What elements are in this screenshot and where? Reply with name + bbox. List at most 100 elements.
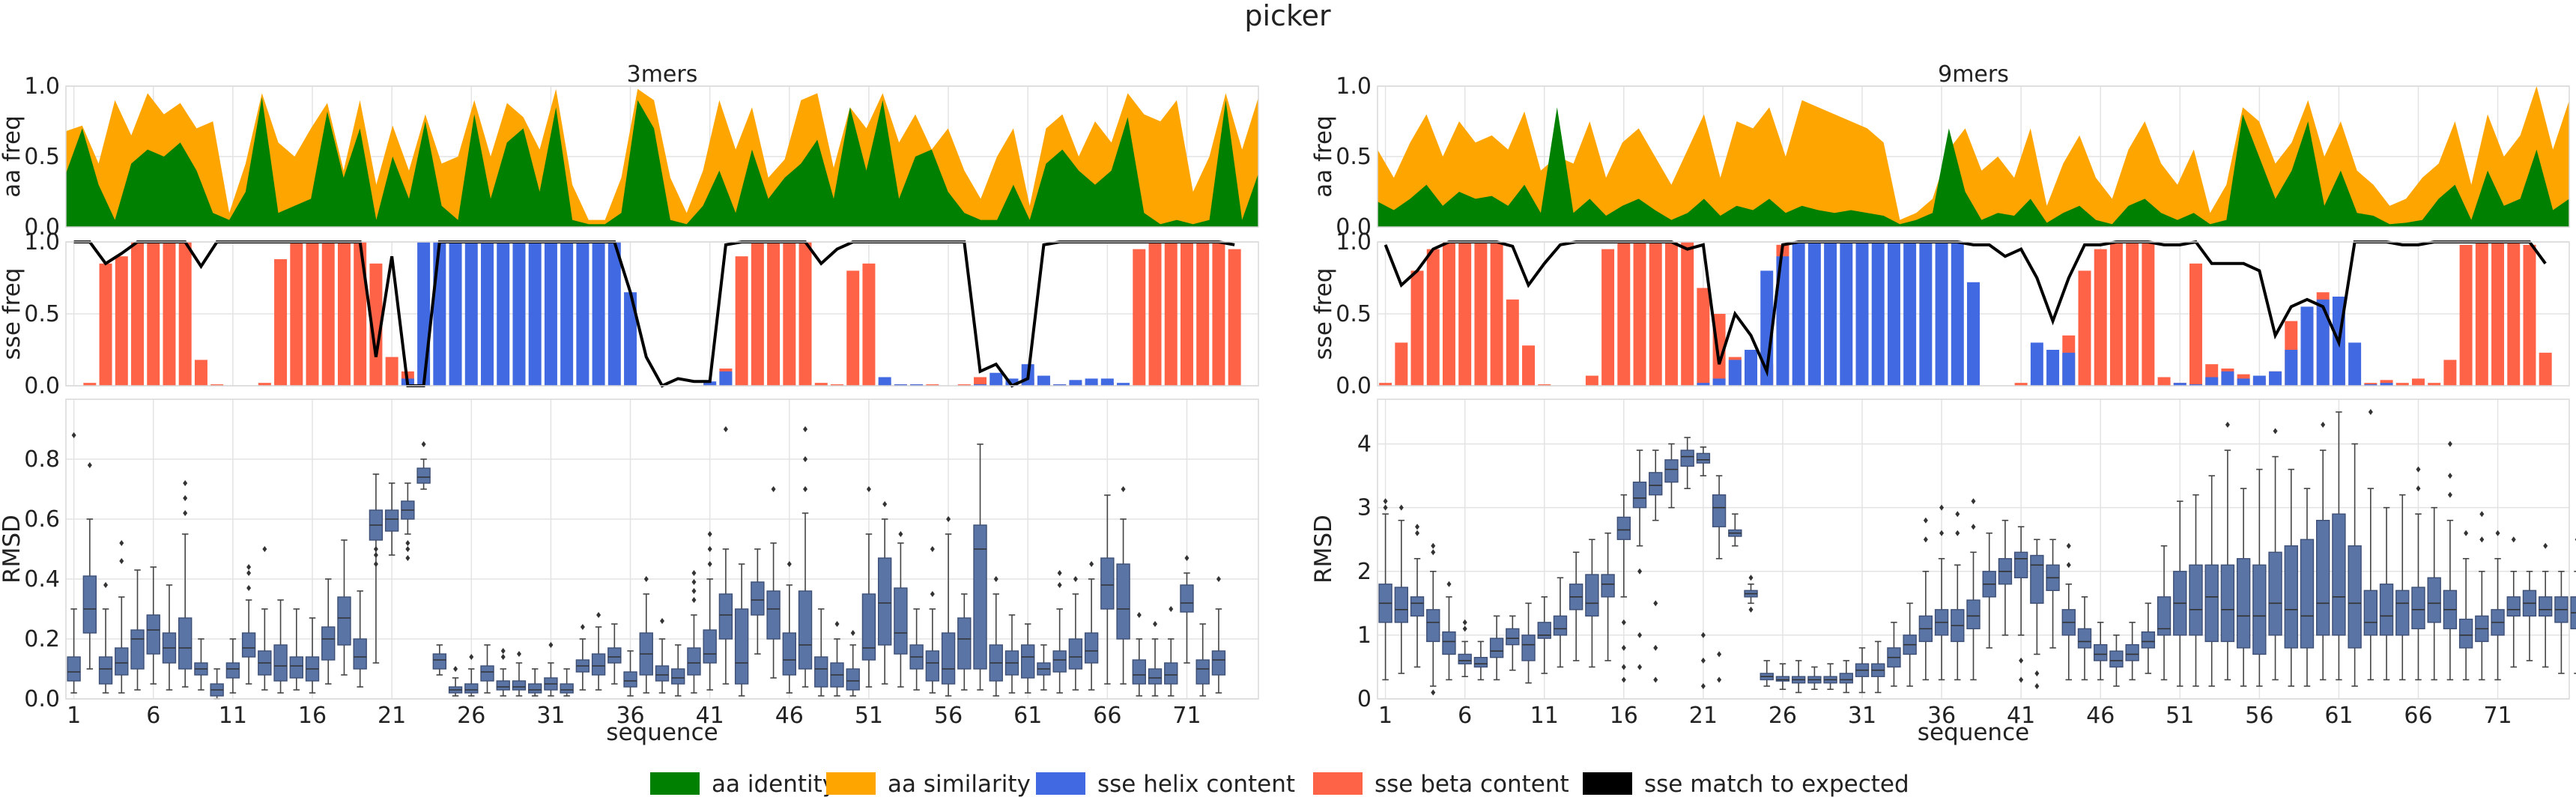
- sse-bar: [894, 384, 907, 386]
- sse-bar: [99, 263, 112, 386]
- sse-bar: [1053, 384, 1067, 386]
- box: [384, 509, 399, 532]
- box: [2094, 643, 2108, 661]
- sse-bar: [178, 242, 192, 386]
- box: [2427, 577, 2441, 623]
- flier: [87, 462, 92, 468]
- panel-frame: [65, 85, 1259, 228]
- box: [2157, 596, 2172, 636]
- flier: [2464, 530, 2469, 536]
- sse-bar: [2189, 384, 2202, 386]
- sse-bar: [115, 256, 128, 386]
- sse-bar: [83, 383, 97, 386]
- box: [2220, 564, 2235, 643]
- box: [1132, 659, 1146, 685]
- y-tick-label: 0.4: [24, 566, 60, 593]
- y-tick-label: 3: [1357, 495, 1372, 521]
- x-tick-label: 46: [775, 703, 804, 729]
- legend-label: aa similarity: [888, 771, 1031, 798]
- box: [432, 653, 447, 670]
- sse-bar: [767, 242, 781, 386]
- flier: [421, 441, 426, 447]
- box: [464, 683, 479, 694]
- sse-bar: [2475, 242, 2488, 386]
- flier: [866, 486, 871, 492]
- flier: [1089, 561, 1094, 567]
- panel-frame: [65, 241, 1259, 387]
- flier: [660, 618, 664, 624]
- x-tick-label: 31: [1848, 703, 1876, 729]
- flier: [516, 651, 521, 657]
- sse-bar: [1458, 242, 1472, 386]
- sse-bar: [210, 384, 224, 386]
- box: [82, 575, 97, 634]
- panel-frame: [65, 399, 1259, 700]
- box: [655, 665, 670, 682]
- flier: [2416, 466, 2421, 473]
- flier: [1431, 549, 1436, 556]
- sse-bar: [974, 384, 987, 386]
- box: [1696, 452, 1711, 464]
- box: [2284, 545, 2298, 649]
- panel-frame: [1377, 399, 2570, 700]
- box: [1195, 659, 1210, 685]
- flier: [691, 570, 697, 576]
- sse-bar: [1919, 242, 1933, 386]
- sse-bar: [2380, 383, 2393, 386]
- area-aa-identity: [66, 97, 1258, 227]
- sse-bar: [1601, 249, 1615, 386]
- sse-bar: [147, 242, 160, 386]
- y-tick-label: 0.0: [24, 214, 60, 240]
- sse-bar: [1807, 242, 1821, 386]
- box: [766, 590, 781, 640]
- flier: [405, 540, 410, 546]
- flier: [246, 564, 252, 570]
- flier: [2447, 473, 2452, 479]
- box: [687, 647, 701, 676]
- sse-bar: [433, 242, 446, 386]
- x-axis-label: sequence: [606, 719, 718, 746]
- sse-bar: [2348, 342, 2362, 386]
- box: [1211, 650, 1226, 676]
- sse-bar: [1855, 242, 1869, 386]
- sse-bar: [1633, 242, 1646, 386]
- box: [560, 683, 574, 694]
- sse-bar: [1442, 242, 1455, 386]
- sse-bar: [274, 259, 288, 386]
- box: [2141, 631, 2156, 649]
- flier: [1971, 498, 1976, 505]
- sse-bar: [2523, 244, 2536, 386]
- sse-bar: [974, 377, 987, 386]
- box: [1966, 599, 1981, 630]
- box: [178, 617, 193, 670]
- sse-bar: [1664, 242, 1678, 386]
- y-tick-label: 1.0: [24, 229, 60, 255]
- x-axis-label: sequence: [1918, 719, 2029, 746]
- x-tick-label: 36: [616, 703, 644, 729]
- y-tick-label: 1.0: [24, 73, 60, 100]
- legend: aa identity aa similarity sse helix conten…: [650, 771, 1909, 798]
- box: [289, 656, 303, 679]
- flier: [119, 540, 124, 546]
- sse-bar: [2316, 299, 2330, 386]
- sse-bar: [1085, 378, 1098, 386]
- legend-label: sse match to expected: [1644, 771, 1909, 798]
- flier: [2479, 536, 2485, 543]
- box: [957, 617, 972, 670]
- box: [480, 665, 494, 682]
- legend-swatch: [826, 772, 876, 795]
- x-tick-label: 11: [1530, 703, 1559, 729]
- flier: [1939, 530, 1945, 536]
- box: [877, 557, 892, 646]
- sse-bar: [2221, 371, 2234, 386]
- box: [1775, 676, 1790, 682]
- sse-bar: [2300, 306, 2314, 386]
- sse-bar: [369, 263, 383, 386]
- sse-bar: [194, 360, 207, 386]
- flier: [2034, 670, 2040, 676]
- flier: [2066, 542, 2071, 549]
- sse-bar: [1585, 375, 1598, 386]
- sse-bar: [1776, 256, 1789, 386]
- y-tick-label: 0.0: [24, 686, 60, 712]
- sse-bar: [2269, 371, 2282, 386]
